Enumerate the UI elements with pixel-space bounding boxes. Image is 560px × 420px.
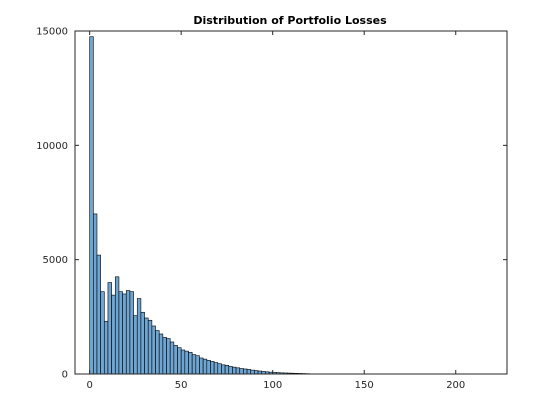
histogram-bar [144, 317, 149, 375]
histogram-bar [239, 368, 244, 375]
histogram-bar [235, 367, 241, 375]
histogram-bar [191, 354, 197, 375]
histogram-bar [210, 361, 215, 375]
plot-area-frame [74, 30, 508, 375]
x-tick-label: 200 [446, 380, 465, 391]
histogram-bar [89, 36, 94, 375]
histogram-bar [246, 369, 252, 375]
histogram-bar [155, 330, 160, 375]
histogram-bar [250, 369, 255, 375]
histogram-bar [133, 315, 138, 375]
histogram-bar [93, 213, 98, 375]
histogram-bar [232, 366, 237, 375]
histogram-bar [217, 363, 222, 375]
chart-title: Distribution of Portfolio Losses [193, 14, 387, 27]
histogram-bar [180, 349, 186, 375]
histogram-bar [111, 294, 116, 375]
x-tick-label: 150 [355, 380, 374, 391]
histogram-bar [224, 365, 230, 375]
histogram-bar [184, 350, 189, 375]
y-tick-label: 15000 [36, 27, 68, 38]
y-tick-label: 10000 [36, 141, 68, 152]
histogram-bar [243, 368, 248, 375]
histogram-bar [162, 337, 167, 375]
histogram-bar [136, 298, 142, 375]
histogram-bar [206, 359, 211, 375]
histogram-bar [96, 254, 101, 375]
histogram-bar [147, 319, 153, 375]
histogram-bar [129, 291, 134, 375]
histogram-bar [188, 351, 193, 375]
x-tick-label: 50 [175, 380, 188, 391]
histogram-bar [199, 357, 204, 375]
x-axis: 0 50 100 150 200 [86, 31, 465, 391]
bars-group [89, 36, 310, 375]
histogram-bar [213, 362, 219, 375]
histogram-bar [151, 325, 156, 375]
histogram-bar [195, 355, 200, 375]
histogram-bar [122, 293, 127, 375]
histogram-bar [254, 370, 259, 375]
histogram-bar [202, 358, 208, 375]
histogram-bar [100, 291, 105, 375]
histogram-bar [103, 321, 109, 375]
histogram-bar [118, 291, 123, 375]
histogram-bar [140, 311, 145, 375]
histogram-bar [221, 364, 226, 375]
histogram-bar [173, 345, 178, 375]
histogram-bar [114, 276, 120, 375]
y-axis: 0 5000 10000 15000 [36, 27, 507, 381]
y-tick-label: 5000 [43, 255, 68, 266]
histogram-bar [228, 366, 233, 375]
histogram-bar [125, 290, 131, 375]
x-tick-label: 0 [86, 380, 92, 391]
histogram-bar [166, 338, 171, 375]
x-tick-label: 100 [263, 380, 282, 391]
histogram-bar [158, 333, 164, 375]
histogram-bar [169, 341, 175, 375]
histogram-bar [177, 347, 182, 375]
y-tick-label: 0 [62, 370, 68, 381]
histogram-bar [107, 282, 112, 375]
